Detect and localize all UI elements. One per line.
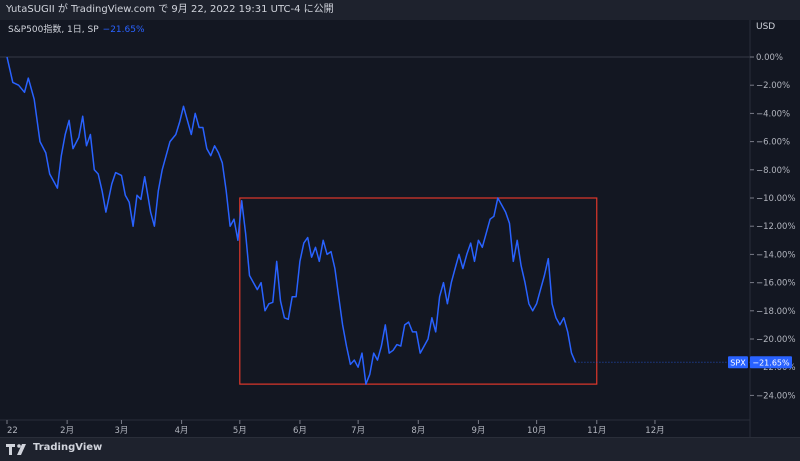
x-tick-label: 8月 [411, 426, 425, 436]
x-tick-label: 5月 [233, 426, 247, 436]
x-tick-label: 22 [7, 426, 18, 436]
x-tick-label: 6月 [293, 426, 307, 436]
y-tick-label: −8.00% [756, 166, 790, 176]
brand-name[interactable]: TradingView [33, 442, 103, 453]
y-tick-label: 0.00% [756, 53, 783, 63]
x-tick-label: 12月 [645, 426, 664, 436]
x-tick-label: 7月 [351, 426, 365, 436]
last-value-tag [750, 356, 792, 369]
x-tick-label: 4月 [175, 426, 189, 436]
symbol-tag [728, 356, 748, 369]
x-tick-label: 2月 [60, 426, 74, 436]
publication-header: YutaSUGII が TradingView.com で 9月 22, 202… [0, 0, 800, 20]
y-tick-label: −6.00% [756, 138, 790, 148]
legend-symbol: S&P500指数, 1日, SP [8, 25, 99, 35]
price-chart[interactable]: 0.00% −2.00% −4.00% −6.00% −8.00% −10.00% −12.… [0, 20, 800, 437]
y-tick-label: −12.00% [756, 222, 796, 232]
y-tick-label: −16.00% [756, 279, 796, 289]
last-value-label: −21.65% [752, 358, 790, 367]
y-tick-label: −10.00% [756, 194, 796, 204]
y-tick-label: −14.00% [756, 250, 796, 260]
series-legend[interactable]: S&P500指数, 1日, SP −21.65% [8, 22, 145, 35]
x-tick-label: 10月 [527, 426, 546, 436]
y-tick-label: −2.00% [756, 81, 790, 91]
symbol-tag-label: SPX [730, 358, 746, 367]
x-tick-label: 9月 [471, 426, 485, 436]
tradingview-logo-icon[interactable] [6, 444, 30, 455]
y-tick-label: −18.00% [756, 307, 796, 317]
x-tick-label: 11月 [587, 426, 606, 436]
y-tick-label: −24.00% [756, 391, 796, 401]
y-tick-label: −20.00% [756, 335, 796, 345]
currency-label: USD [756, 22, 776, 32]
x-tick-label: 3月 [114, 426, 128, 436]
spx-series-line[interactable] [6, 56, 577, 385]
legend-change: −21.65% [102, 25, 145, 35]
y-tick-label: −4.00% [756, 109, 790, 119]
annotation-rectangle[interactable] [239, 197, 598, 385]
footer-bar: TradingView [0, 437, 800, 461]
